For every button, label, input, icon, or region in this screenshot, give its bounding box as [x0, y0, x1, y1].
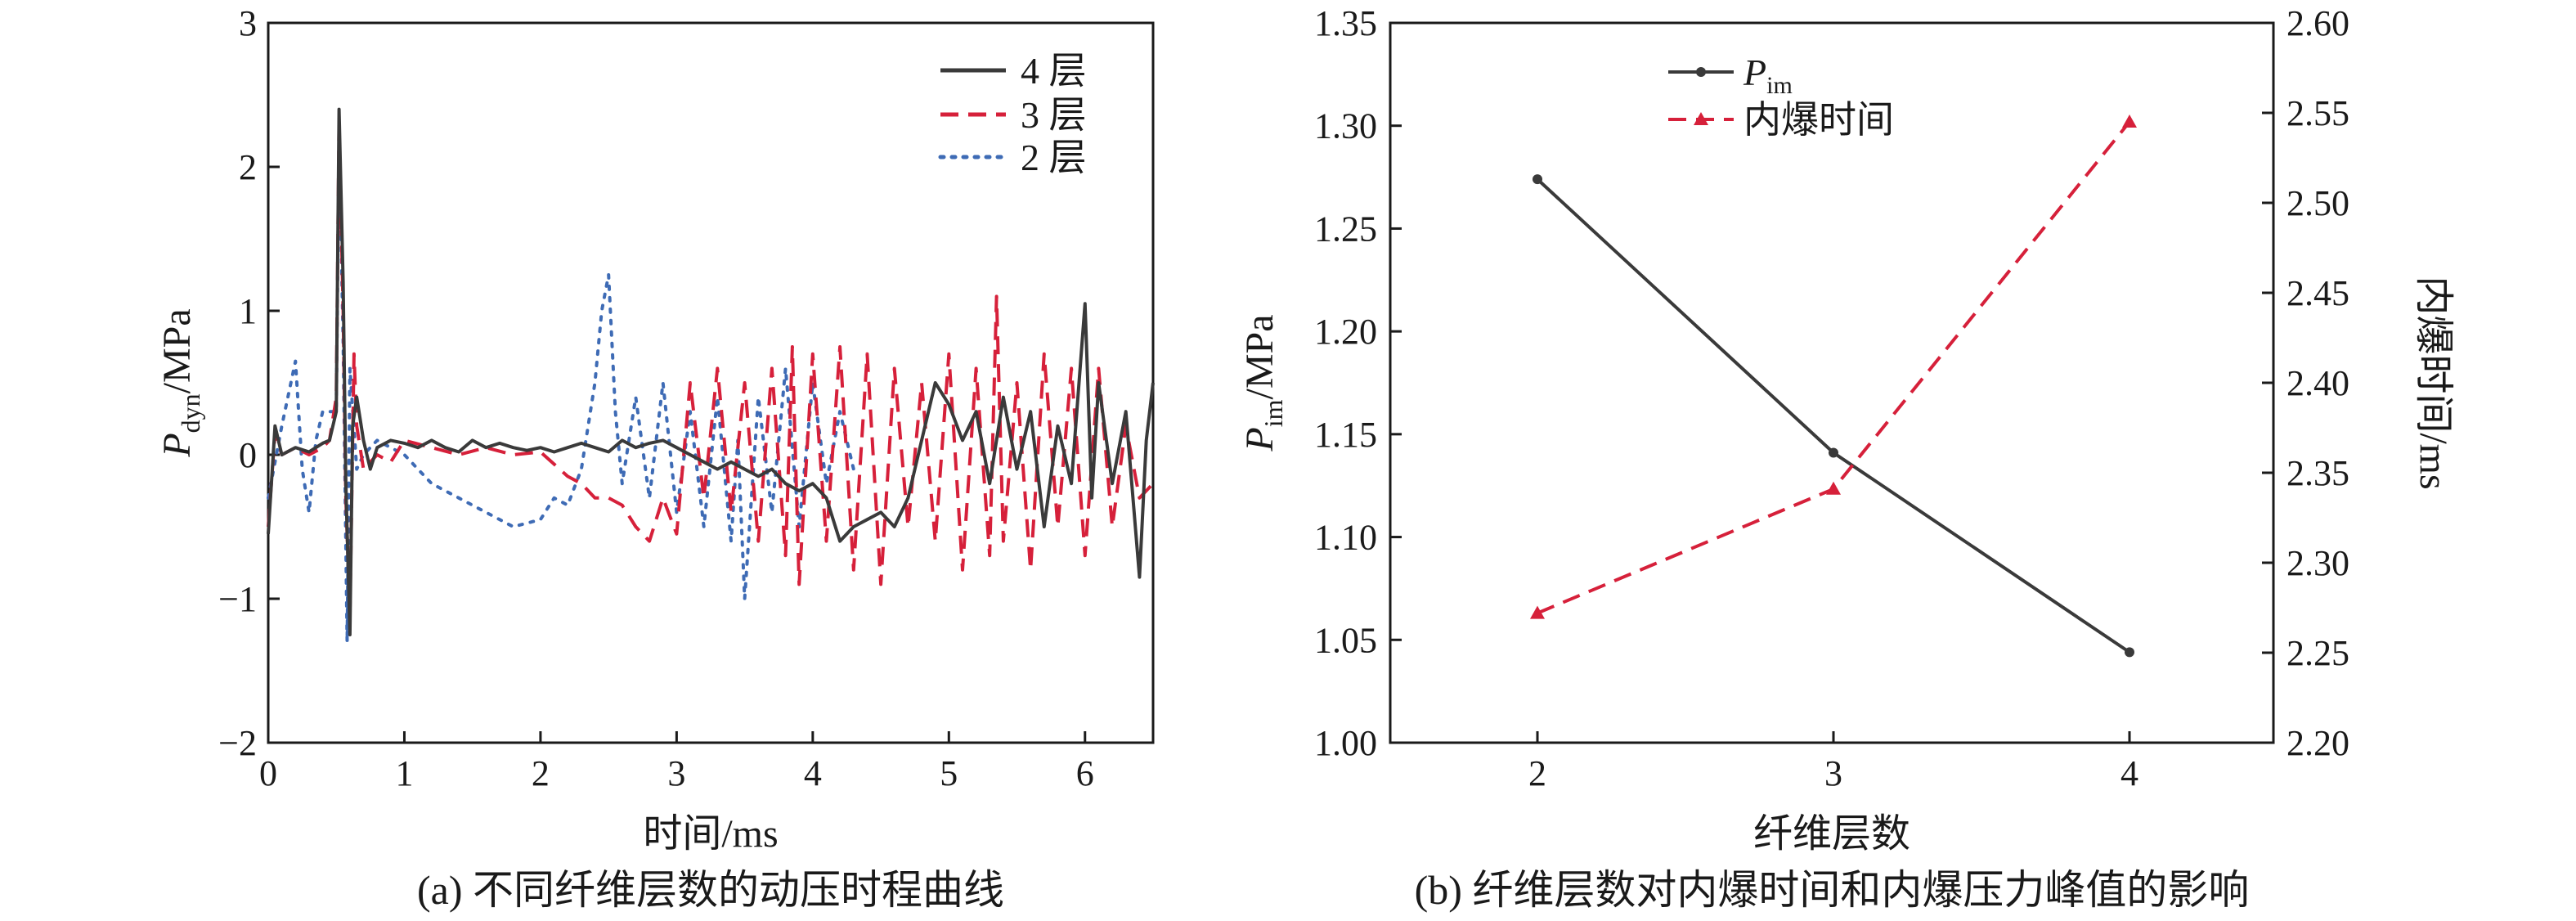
- legend-label-pim: Pim: [1743, 52, 1793, 99]
- series-line-3-layers: [267, 122, 1155, 615]
- panel-b-implosion-chart: 2 3 4 1.00 1.05 1.10 1.15 1.20 1.25 1.30 1.35 2.2…: [1238, 3, 2455, 913]
- left-y-tick-label: 1.25: [1314, 209, 1377, 249]
- series-line-implosion-time: [1537, 120, 2131, 615]
- implosion-time-point: [1826, 481, 1841, 495]
- legend-marker-pim: [1696, 67, 1706, 77]
- pim-point: [1533, 174, 1542, 185]
- right-y-tick-label: 2.45: [2287, 273, 2349, 313]
- x-tick-label: 0: [259, 753, 277, 793]
- left-y-tick-label: 1.10: [1314, 518, 1377, 558]
- right-y-tick-label: 2.60: [2287, 3, 2349, 43]
- y-tick-label: −1: [218, 579, 257, 619]
- left-y-tick-label: 1.20: [1314, 312, 1377, 352]
- x-tick-label: 3: [1824, 753, 1842, 793]
- right-y-tick-label: 2.25: [2287, 633, 2349, 673]
- series-line-2-layers: [267, 136, 855, 644]
- right-y-tick-label: 2.55: [2287, 93, 2349, 133]
- x-tick-label: 2: [1528, 753, 1546, 793]
- panel-a-y-axis: −2 −1 0 1 2 3: [218, 3, 280, 763]
- x-tick-label: 6: [1076, 753, 1094, 793]
- panel-a-x-axis: 0 1 2 3 4 5 6: [259, 731, 1094, 793]
- left-y-tick-label: 1.05: [1314, 620, 1377, 660]
- panel-b-right-y-axis: 2.20 2.25 2.30 2.35 2.40 2.45 2.50 2.55 2.60: [2262, 3, 2349, 763]
- series-line-4-layers: [267, 107, 1155, 636]
- panel-b-legend: Pim 内爆时间: [1668, 52, 1894, 141]
- panel-a-legend: 4 层 3 层 2 层: [938, 50, 1087, 178]
- implosion-time-point: [1530, 605, 1545, 619]
- panel-b-right-y-axis-label: 内爆时间/ms: [2412, 276, 2455, 489]
- y-tick-label: 1: [239, 291, 257, 331]
- legend-label-3-layers: 3 层: [1021, 94, 1087, 136]
- legend-label-2-layers: 2 层: [1021, 137, 1087, 178]
- panel-a-caption: (a) 不同纤维层数的动压时程曲线: [417, 867, 1004, 913]
- left-y-tick-label: 1.15: [1314, 415, 1377, 455]
- left-y-tick-label: 1.00: [1314, 723, 1377, 763]
- legend-marker-implosion-time: [1694, 112, 1708, 125]
- left-y-tick-label: 1.30: [1314, 106, 1377, 146]
- x-tick-label: 3: [667, 753, 685, 793]
- x-tick-label: 5: [940, 753, 958, 793]
- right-y-tick-label: 2.40: [2287, 363, 2349, 403]
- panel-a-series-group: [267, 107, 1155, 644]
- panel-a-y-axis-label: Pdyn/MPa: [155, 308, 205, 457]
- legend-label-implosion-time: 内爆时间: [1744, 99, 1894, 141]
- right-y-tick-label: 2.20: [2287, 723, 2349, 763]
- y-tick-label: 2: [239, 147, 257, 187]
- panel-b-left-y-axis: 1.00 1.05 1.10 1.15 1.20 1.25 1.30 1.35: [1314, 3, 1402, 763]
- right-y-tick-label: 2.35: [2287, 453, 2349, 493]
- x-tick-label: 2: [532, 753, 550, 793]
- y-tick-label: 0: [239, 435, 257, 475]
- panel-b-x-axis: 2 3 4: [1528, 731, 2138, 793]
- x-tick-label: 1: [395, 753, 413, 793]
- panel-b-left-y-axis-label: Pim/MPa: [1238, 314, 1288, 452]
- y-tick-label: 3: [239, 3, 257, 43]
- y-tick-label: −2: [218, 723, 257, 763]
- right-y-tick-label: 2.30: [2287, 543, 2349, 583]
- right-y-tick-label: 2.50: [2287, 183, 2349, 223]
- panel-b-series-group: [1530, 115, 2137, 658]
- x-tick-label: 4: [2120, 753, 2138, 793]
- panel-a-x-axis-label: 时间/ms: [643, 812, 778, 856]
- panel-b-caption: (b) 纤维层数对内爆时间和内爆压力峰值的影响: [1415, 867, 2250, 913]
- pim-point: [1829, 447, 1838, 458]
- left-y-tick-label: 1.35: [1314, 3, 1377, 43]
- legend-label-4-layers: 4 层: [1021, 50, 1087, 92]
- implosion-time-point: [2122, 115, 2137, 128]
- x-tick-label: 4: [804, 753, 822, 793]
- pim-point: [2125, 647, 2134, 658]
- panel-b-x-axis-label: 纤维层数: [1753, 812, 1910, 856]
- series-line-pim: [1536, 177, 2131, 654]
- panel-a-dynamic-pressure-chart: 0 1 2 3 4 5 6 −2 −1 0 1 2 3 4 层 3 层 2 层 时间/ms Pdyn/…: [155, 3, 1155, 913]
